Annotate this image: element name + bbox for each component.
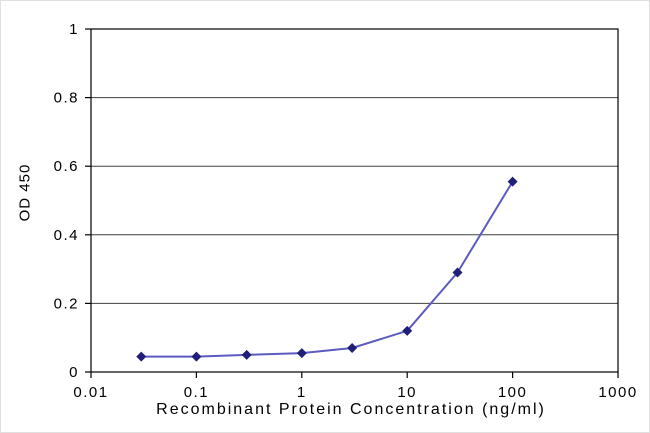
data-point-marker <box>402 325 413 336</box>
x-axis-label: Recombinant Protein Concentration (ng/ml… <box>156 401 546 418</box>
data-point-marker <box>241 349 252 360</box>
data-point-marker <box>136 351 147 362</box>
x-tick-label: 0.1 <box>184 384 209 401</box>
x-tick-label: 1 <box>297 384 307 401</box>
y-tick-label: 0.2 <box>54 295 79 312</box>
x-tick-label: 100 <box>498 384 528 401</box>
x-tick-label: 10 <box>397 384 417 401</box>
y-tick-label: 0.6 <box>54 158 79 175</box>
y-axis-label: OD 450 <box>16 163 34 222</box>
data-point-marker <box>191 351 202 362</box>
data-point-marker <box>296 348 307 359</box>
data-point-marker <box>507 176 518 187</box>
y-tick-label: 1 <box>69 21 79 38</box>
y-tick-label: 0.4 <box>54 227 79 244</box>
plot-frame <box>90 28 619 373</box>
y-tick-label: 0 <box>69 364 79 381</box>
data-point-marker <box>347 342 358 353</box>
x-tick-label: 0.01 <box>73 384 108 401</box>
data-point-marker <box>452 267 463 278</box>
x-tick-label: 1000 <box>598 384 637 401</box>
series-line <box>141 181 514 358</box>
y-tick-label: 0.8 <box>54 90 79 107</box>
